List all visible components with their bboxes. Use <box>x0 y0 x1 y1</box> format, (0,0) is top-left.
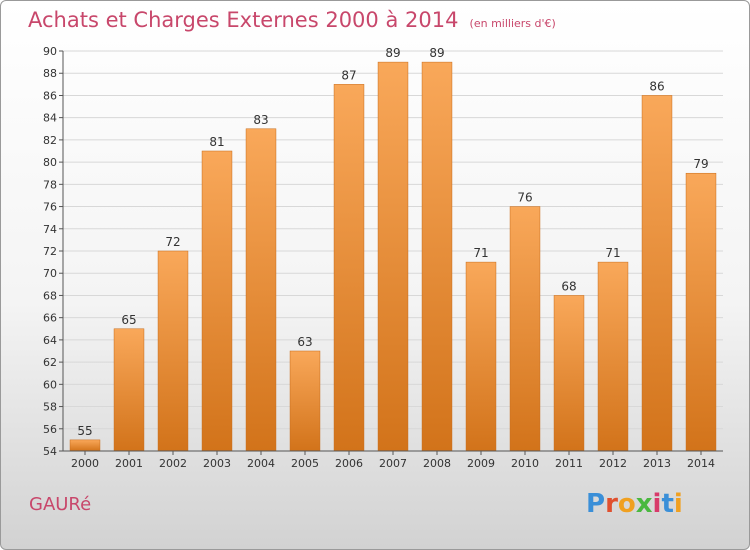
y-tick-label: 72 <box>43 245 57 258</box>
x-tick-label: 2008 <box>423 457 451 470</box>
y-tick-label: 70 <box>43 267 57 280</box>
x-tick-label: 2005 <box>291 457 319 470</box>
y-tick-label: 80 <box>43 156 57 169</box>
bar <box>333 84 365 452</box>
x-tick-label: 2014 <box>687 457 715 470</box>
bar <box>69 439 101 452</box>
y-tick-label: 86 <box>43 89 57 102</box>
bar-value-label: 72 <box>165 235 180 249</box>
x-tick-label: 2007 <box>379 457 407 470</box>
x-tick-label: 2009 <box>467 457 495 470</box>
bar-value-label: 89 <box>429 46 444 60</box>
y-tick-label: 56 <box>43 423 57 436</box>
y-tick-label: 60 <box>43 378 57 391</box>
bar <box>377 61 409 452</box>
logo-letter: t <box>661 489 674 519</box>
y-tick-label: 68 <box>43 289 57 302</box>
y-tick-label: 58 <box>43 401 57 414</box>
x-tick-label: 2012 <box>599 457 627 470</box>
bar <box>201 150 233 452</box>
bar <box>641 95 673 452</box>
bar <box>553 295 585 452</box>
bar <box>421 61 453 452</box>
y-tick-label: 84 <box>43 112 57 125</box>
x-tick-label: 2010 <box>511 457 539 470</box>
x-tick-label: 2011 <box>555 457 583 470</box>
logo-letter: r <box>605 489 618 519</box>
bar-value-label: 71 <box>605 246 620 260</box>
bar <box>509 206 541 452</box>
bar-value-label: 89 <box>385 46 400 60</box>
bar-value-label: 63 <box>297 335 312 349</box>
proxiti-logo: Proxiti <box>586 489 683 519</box>
bar <box>289 350 321 452</box>
logo-letter: x <box>635 489 653 519</box>
bar <box>113 328 145 452</box>
x-tick-label: 2013 <box>643 457 671 470</box>
bar <box>465 261 497 452</box>
axis-layer: 54 56 58 60 62 64 66 68 70 72 74 76 78 80 82 84 86 88 90 55… <box>43 45 723 470</box>
y-tick-label: 54 <box>43 445 57 458</box>
logo-letter: i <box>673 489 683 519</box>
y-tick-label: 66 <box>43 312 57 325</box>
logo-letter: i <box>652 489 662 519</box>
y-tick-label: 88 <box>43 67 57 80</box>
commune-name: GAURé <box>29 494 92 515</box>
y-tick-label: 62 <box>43 356 57 369</box>
bar-value-label: 76 <box>517 191 532 205</box>
bar <box>245 128 277 452</box>
y-tick-label: 74 <box>43 223 57 236</box>
bar <box>685 172 717 452</box>
bar-value-label: 83 <box>253 113 268 127</box>
logo-letter: P <box>586 489 606 519</box>
bar-value-label: 79 <box>693 157 708 171</box>
x-tick-label: 2003 <box>203 457 231 470</box>
bar-layer <box>69 61 717 452</box>
bar-value-label: 81 <box>209 135 224 149</box>
bar-value-label: 65 <box>121 313 136 327</box>
title-row: Achats et Charges Externes 2000 à 2014 (… <box>28 8 556 32</box>
bar-value-label: 71 <box>473 246 488 260</box>
chart-title: Achats et Charges Externes 2000 à 2014 <box>28 8 459 32</box>
x-tick-label: 2000 <box>71 457 99 470</box>
y-tick-label: 78 <box>43 178 57 191</box>
x-tick-label: 2001 <box>115 457 143 470</box>
logo-letter: o <box>617 489 636 519</box>
y-tick-label: 64 <box>43 334 57 347</box>
y-tick-label: 82 <box>43 134 57 147</box>
y-tick-label: 76 <box>43 201 57 214</box>
y-tick-label: 90 <box>43 45 57 58</box>
unit-label: (en milliers d'€) <box>469 17 556 30</box>
bar-value-label: 68 <box>561 279 576 293</box>
x-tick-label: 2006 <box>335 457 363 470</box>
bar <box>597 261 629 452</box>
bar <box>157 250 189 452</box>
x-tick-label: 2004 <box>247 457 275 470</box>
bar-value-label: 87 <box>341 68 356 82</box>
bar-value-label: 86 <box>649 79 664 93</box>
x-tick-label: 2002 <box>159 457 187 470</box>
bar-value-label: 55 <box>77 424 92 438</box>
